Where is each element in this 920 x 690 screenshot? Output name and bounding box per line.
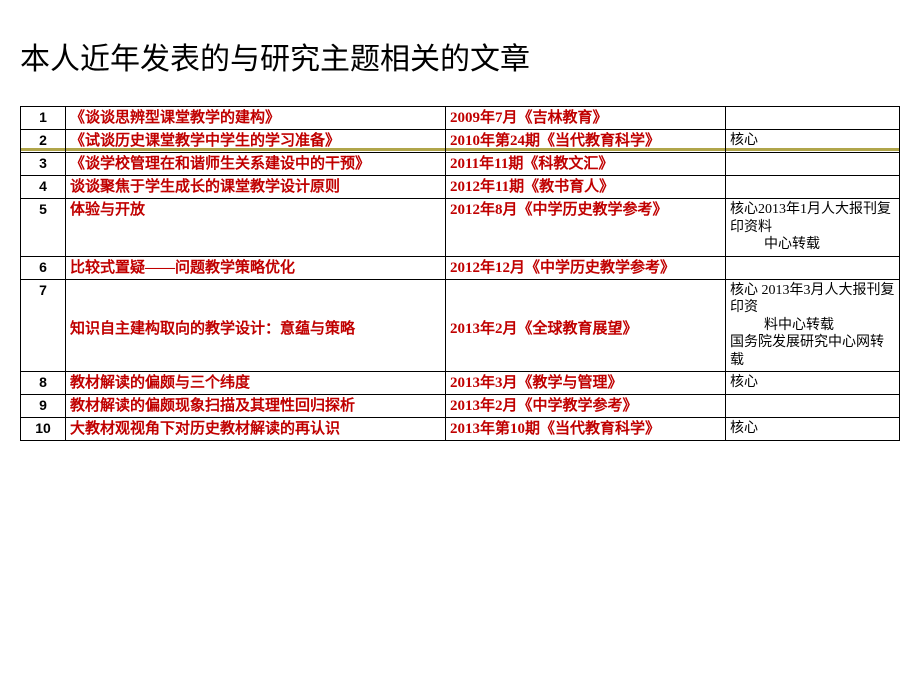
- article-title: 《谈学校管理在和谐师生关系建设中的干预》: [66, 153, 446, 176]
- table-row: 5体验与开放2012年8月《中学历史教学参考》核心2013年1月人大报刊复印资料…: [21, 199, 900, 257]
- note: [726, 395, 900, 418]
- row-index: 5: [21, 199, 66, 257]
- table-row: 8教材解读的偏颇与三个纬度2013年3月《教学与管理》核心: [21, 372, 900, 395]
- note: [726, 256, 900, 279]
- row-index: 7: [21, 279, 66, 372]
- publication: 2010年第24期《当代教育科学》: [446, 130, 726, 153]
- publication: 2009年7月《吉林教育》: [446, 107, 726, 130]
- publication: 2013年2月《中学教学参考》: [446, 395, 726, 418]
- article-title: 大教材观视角下对历史教材解读的再认识: [66, 418, 446, 441]
- note: [726, 153, 900, 176]
- table-row: 10大教材观视角下对历史教材解读的再认识2013年第10期《当代教育科学》核心: [21, 418, 900, 441]
- row-index: 3: [21, 153, 66, 176]
- publication: 2013年第10期《当代教育科学》: [446, 418, 726, 441]
- article-title: 教材解读的偏颇与三个纬度: [66, 372, 446, 395]
- article-title: 知识自主建构取向的教学设计：意蕴与策略: [66, 279, 446, 372]
- table-row: 4谈谈聚焦于学生成长的课堂教学设计原则2012年11期《教书育人》: [21, 176, 900, 199]
- publication: 2012年8月《中学历史教学参考》: [446, 199, 726, 257]
- row-index: 9: [21, 395, 66, 418]
- article-title: 教材解读的偏颇现象扫描及其理性回归探析: [66, 395, 446, 418]
- table-row: 7知识自主建构取向的教学设计：意蕴与策略2013年2月《全球教育展望》核心 20…: [21, 279, 900, 372]
- note: 核心 2013年3月人大报刊复印资料中心转载国务院发展研究中心网转载: [726, 279, 900, 372]
- publication: 2011年11期《科教文汇》: [446, 153, 726, 176]
- article-title: 比较式置疑——问题教学策略优化: [66, 256, 446, 279]
- table-row: 6比较式置疑——问题教学策略优化2012年12月《中学历史教学参考》: [21, 256, 900, 279]
- row-index: 4: [21, 176, 66, 199]
- page-title: 本人近年发表的与研究主题相关的文章: [20, 34, 900, 78]
- table-row: 9教材解读的偏颇现象扫描及其理性回归探析2013年2月《中学教学参考》: [21, 395, 900, 418]
- row-index: 6: [21, 256, 66, 279]
- note: 核心: [726, 372, 900, 395]
- article-title: 《试谈历史课堂教学中学生的学习准备》: [66, 130, 446, 153]
- note: 核心2013年1月人大报刊复印资料中心转载: [726, 199, 900, 257]
- table-row: 3《谈学校管理在和谐师生关系建设中的干预》2011年11期《科教文汇》: [21, 153, 900, 176]
- publication: 2012年12月《中学历史教学参考》: [446, 256, 726, 279]
- row-index: 1: [21, 107, 66, 130]
- table-row: 1《谈谈思辨型课堂教学的建构》2009年7月《吉林教育》: [21, 107, 900, 130]
- article-title: 谈谈聚焦于学生成长的课堂教学设计原则: [66, 176, 446, 199]
- note: 核心: [726, 418, 900, 441]
- row-index: 2: [21, 130, 66, 153]
- publication: 2013年3月《教学与管理》: [446, 372, 726, 395]
- table-row: 2《试谈历史课堂教学中学生的学习准备》2010年第24期《当代教育科学》核心: [21, 130, 900, 153]
- note: [726, 176, 900, 199]
- publication: 2012年11期《教书育人》: [446, 176, 726, 199]
- publication: 2013年2月《全球教育展望》: [446, 279, 726, 372]
- articles-table: 1《谈谈思辨型课堂教学的建构》2009年7月《吉林教育》2《试谈历史课堂教学中学…: [20, 106, 900, 441]
- article-title: 《谈谈思辨型课堂教学的建构》: [66, 107, 446, 130]
- row-index: 10: [21, 418, 66, 441]
- note: [726, 107, 900, 130]
- note: 核心: [726, 130, 900, 153]
- row-index: 8: [21, 372, 66, 395]
- article-title: 体验与开放: [66, 199, 446, 257]
